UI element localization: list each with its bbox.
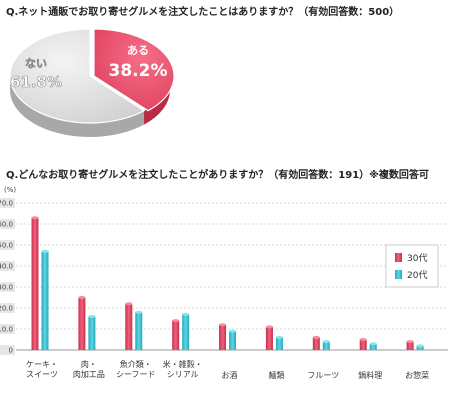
tick-label-bg [0,345,15,355]
bar-20s [135,312,143,350]
bar-cap [135,310,143,314]
pie-slice [9,28,146,124]
category-label: 魚介類・ [120,359,152,369]
bar-cap [369,342,377,346]
bar-cap [31,216,39,220]
category-label: お酒 [222,371,238,380]
bar-30s [312,337,320,350]
bar-20s [182,314,190,350]
bar-20s [229,331,237,350]
tick-label-bg [0,198,15,208]
tick-label-bg [0,324,15,334]
bar-cap [275,335,283,339]
bar-30s [265,326,273,350]
bar-cap [182,312,190,316]
y-tick-label: 60.0 [0,221,13,229]
pie-slice [93,28,175,112]
bar-cap [88,314,96,318]
tick-label-bg [0,303,15,313]
bar-cap [229,329,237,333]
bar-20s [41,251,49,350]
legend-swatch [395,253,402,262]
category-label: シーフード [116,370,156,379]
category-label: 肉・ [81,359,97,369]
bar-20s [416,345,424,350]
y-tick-label: 30.0 [0,284,13,292]
y-axis-unit: (%) [4,186,16,194]
bar-30s [31,217,39,350]
legend: 30代 20代 [385,244,439,288]
bar-cap [312,335,320,339]
pie-slice-label: ある [127,44,149,57]
y-tick-label: 10.0 [0,326,13,334]
y-tick-label: 40.0 [0,263,13,271]
bar-cap [219,323,227,327]
legend-label: 20代 [407,270,427,281]
legend-label: 30代 [407,253,427,264]
bar-cap [172,319,180,323]
pie-slice-label: ない [25,57,47,70]
y-tick-label: 20.0 [0,305,13,313]
bar-30s [219,324,227,350]
bar-cap [78,296,86,299]
legend-swatch [395,270,402,279]
bar-30s [78,297,86,350]
pie-slice-side [144,76,170,125]
bar-cap [41,249,49,253]
bar-cap [322,340,330,344]
y-tick-label: 0 [9,347,13,355]
question-2-title: Q.どんなお取り寄せグルメを注文したことがありますか？（有効回答数：191）※複… [6,170,429,181]
bar-cap [416,344,424,348]
y-tick-label: 70.0 [0,200,13,208]
bar-cap [359,338,367,341]
tick-label-bg [0,240,15,250]
bar-cap [265,325,273,329]
tick-label-bg [0,282,15,292]
category-label: 米・雑穀・ [163,359,203,369]
tick-label-bg [0,261,15,271]
legend-box [385,244,439,288]
bar-30s [359,339,367,350]
category-label: シリアル [167,370,199,379]
bar-20s [322,341,330,350]
category-label: 鍋料理 [358,370,382,380]
y-tick-label: 50.0 [0,242,13,250]
category-label: 肉加工品 [73,369,105,379]
bar-30s [406,341,414,350]
bar-30s [125,303,133,350]
question-1-title: Q.ネット通販でお取り寄せグルメを注文したことはありますか？（有効回答数：500… [6,7,400,18]
category-label: お惣菜 [405,370,429,380]
bar-20s [88,316,96,350]
category-label: スイーツ [26,370,58,379]
pie-value-label: 38.2% [109,61,168,81]
bar-cap [125,302,133,306]
category-label: ケーキ・ [26,360,58,369]
bar-cap [406,340,414,344]
bar-20s [275,337,283,350]
category-label: 麺類 [268,370,284,380]
bar-30s [172,320,180,350]
tick-label-bg [0,219,15,229]
bar-20s [369,343,377,350]
category-label: フルーツ [307,371,339,380]
pie-value-label: 61.8% [10,73,62,91]
